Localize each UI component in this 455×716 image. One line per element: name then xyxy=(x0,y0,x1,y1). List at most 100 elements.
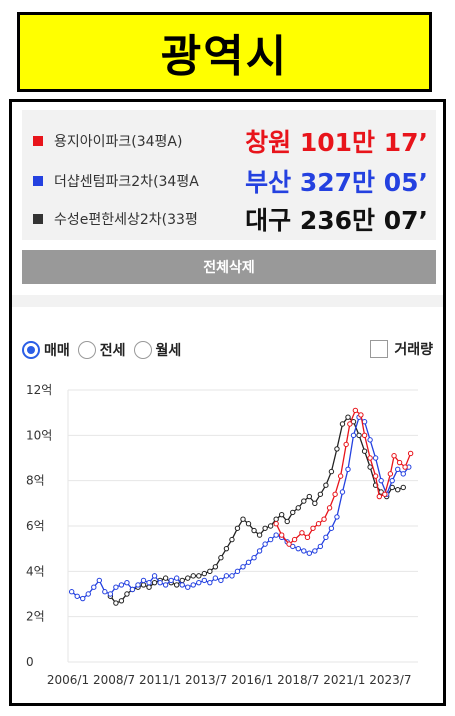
data-point[interactable] xyxy=(262,541,268,547)
data-point[interactable] xyxy=(85,591,91,597)
data-point[interactable] xyxy=(273,516,279,522)
data-point[interactable] xyxy=(328,468,335,475)
data-point[interactable] xyxy=(74,593,80,599)
data-point[interactable] xyxy=(223,573,230,579)
data-point[interactable] xyxy=(151,579,158,586)
data-point[interactable] xyxy=(372,455,379,461)
data-point[interactable] xyxy=(201,570,208,577)
data-point[interactable] xyxy=(140,577,147,584)
data-point[interactable] xyxy=(212,575,219,581)
data-point[interactable] xyxy=(295,505,301,511)
data-point[interactable] xyxy=(185,584,191,590)
data-point[interactable] xyxy=(372,473,379,479)
data-point[interactable] xyxy=(256,548,263,554)
data-point[interactable] xyxy=(286,541,292,547)
data-point[interactable] xyxy=(218,577,224,584)
data-point[interactable] xyxy=(407,450,414,457)
data-point[interactable] xyxy=(96,577,103,584)
data-point[interactable] xyxy=(328,525,335,531)
data-point[interactable] xyxy=(245,521,252,527)
data-point[interactable] xyxy=(267,523,274,529)
data-point[interactable] xyxy=(312,548,318,554)
data-point[interactable] xyxy=(395,466,401,473)
radio-monthly-rent[interactable]: 월세 xyxy=(133,340,181,360)
data-point[interactable] xyxy=(391,453,397,459)
data-point[interactable] xyxy=(339,421,346,427)
data-point[interactable] xyxy=(290,543,296,550)
data-point[interactable] xyxy=(251,527,257,534)
data-point[interactable] xyxy=(299,530,305,536)
radio-unselected-icon[interactable] xyxy=(133,341,152,359)
data-point[interactable] xyxy=(343,441,349,448)
data-point[interactable] xyxy=(347,421,353,427)
data-point[interactable] xyxy=(190,582,196,588)
data-point[interactable] xyxy=(273,521,279,527)
data-point[interactable] xyxy=(223,545,230,552)
data-point[interactable] xyxy=(168,577,174,584)
data-point[interactable] xyxy=(173,582,180,588)
data-point[interactable] xyxy=(179,577,185,584)
data-point[interactable] xyxy=(323,534,329,541)
data-point[interactable] xyxy=(118,598,125,604)
data-point[interactable] xyxy=(345,414,351,420)
data-point[interactable] xyxy=(367,455,373,461)
data-point[interactable] xyxy=(361,448,368,454)
data-point[interactable] xyxy=(162,575,169,581)
data-point[interactable] xyxy=(157,579,163,586)
data-point[interactable] xyxy=(146,584,152,590)
data-point[interactable] xyxy=(113,600,119,606)
data-point[interactable] xyxy=(301,498,307,504)
volume-toggle[interactable]: 거래량 xyxy=(370,339,433,359)
data-point[interactable] xyxy=(290,509,296,516)
data-point[interactable] xyxy=(378,477,384,484)
compare-row-3[interactable]: 수성e편한세상2차(33평 대구 236만 07’ xyxy=(22,199,436,239)
volume-checkbox[interactable] xyxy=(370,340,389,358)
data-point[interactable] xyxy=(367,464,373,470)
data-point[interactable] xyxy=(140,582,147,588)
data-point[interactable] xyxy=(323,482,329,488)
data-point[interactable] xyxy=(332,491,338,497)
data-point[interactable] xyxy=(162,582,169,588)
data-point[interactable] xyxy=(256,532,263,538)
radio-unselected-icon[interactable] xyxy=(77,341,96,359)
data-point[interactable] xyxy=(68,589,75,595)
data-point[interactable] xyxy=(234,568,241,575)
data-point[interactable] xyxy=(382,491,388,497)
data-point[interactable] xyxy=(118,582,125,588)
data-point[interactable] xyxy=(361,432,368,439)
data-point[interactable] xyxy=(245,559,252,565)
data-point[interactable] xyxy=(387,471,394,477)
data-point[interactable] xyxy=(107,591,114,597)
data-point[interactable] xyxy=(240,564,246,570)
data-point[interactable] xyxy=(207,579,213,586)
data-point[interactable] xyxy=(396,459,403,466)
data-point[interactable] xyxy=(196,579,202,586)
data-point[interactable] xyxy=(240,516,246,522)
data-point[interactable] xyxy=(278,511,285,518)
data-point[interactable] xyxy=(312,500,318,507)
data-point[interactable] xyxy=(352,407,359,414)
radio-jeonse[interactable]: 전세 xyxy=(77,340,126,360)
data-point[interactable] xyxy=(262,525,268,531)
data-point[interactable] xyxy=(334,446,340,452)
data-point[interactable] xyxy=(376,493,383,500)
data-point[interactable] xyxy=(402,464,408,470)
data-point[interactable] xyxy=(151,573,158,579)
data-point[interactable] xyxy=(218,555,224,561)
data-point[interactable] xyxy=(339,489,346,495)
data-point[interactable] xyxy=(301,548,307,554)
data-point[interactable] xyxy=(173,575,180,581)
compare-row-2[interactable]: 더샵센텀파크2차(34평A 부산 327만 05’ xyxy=(22,161,436,201)
data-point[interactable] xyxy=(350,432,357,439)
data-point[interactable] xyxy=(190,573,196,579)
data-point[interactable] xyxy=(196,573,202,579)
data-point[interactable] xyxy=(278,532,285,538)
data-point[interactable] xyxy=(267,536,274,543)
data-point[interactable] xyxy=(395,487,401,493)
data-point[interactable] xyxy=(284,518,290,525)
data-point[interactable] xyxy=(315,521,322,527)
data-point[interactable] xyxy=(345,466,351,473)
data-point[interactable] xyxy=(400,484,406,491)
data-point[interactable] xyxy=(185,575,191,581)
data-point[interactable] xyxy=(124,579,130,586)
